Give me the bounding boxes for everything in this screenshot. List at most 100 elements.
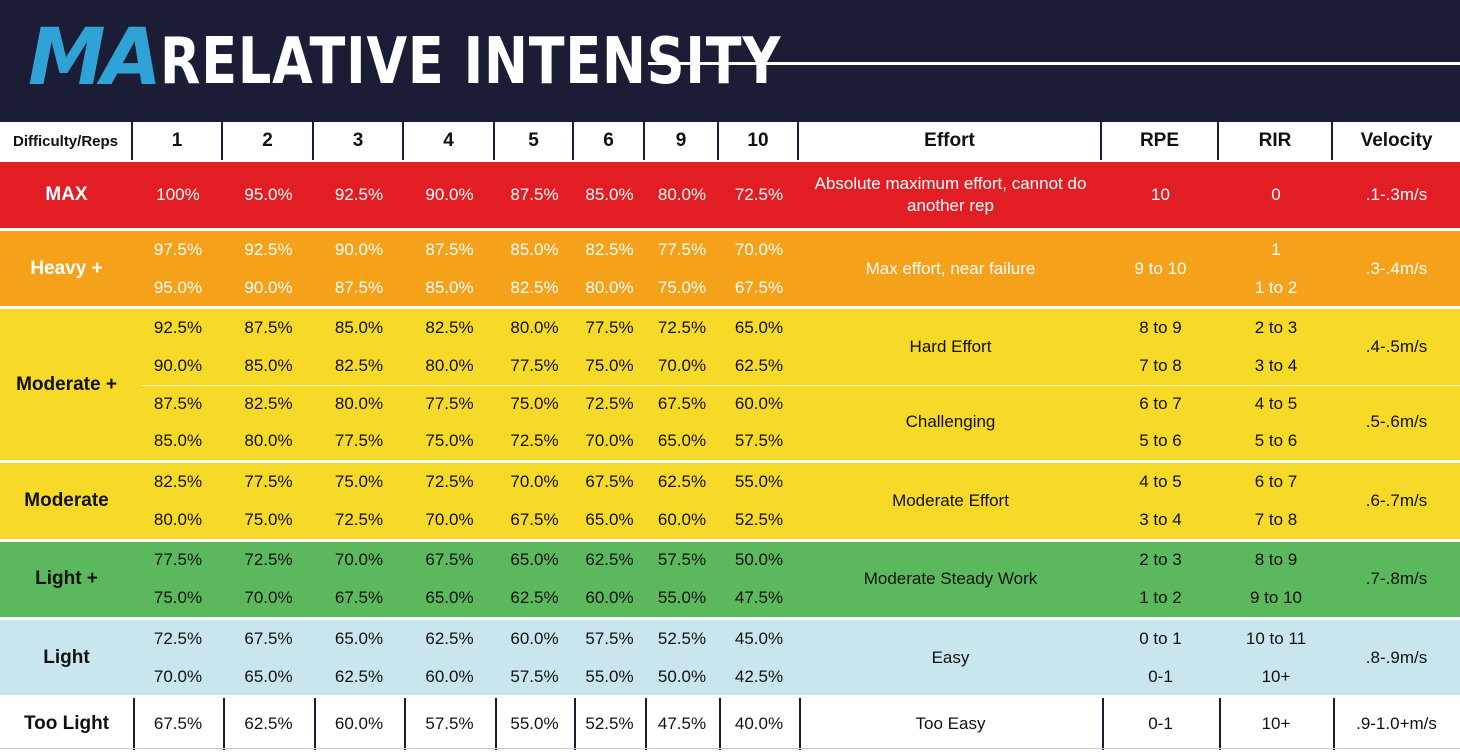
cell-divider bbox=[1102, 698, 1104, 751]
percent-value: 90.0% bbox=[244, 277, 293, 297]
cell-divider bbox=[223, 698, 225, 751]
rir-value: 10+ bbox=[1261, 666, 1291, 686]
percent-value: 72.5% bbox=[657, 318, 707, 338]
percent-value: 87.5% bbox=[153, 393, 203, 413]
percent-value: 80.0% bbox=[585, 277, 634, 297]
percent-value: 80.0% bbox=[153, 509, 203, 529]
cell-divider bbox=[495, 698, 497, 751]
percent-value: 82.5% bbox=[334, 355, 384, 375]
percent-value: 67.5% bbox=[657, 393, 707, 413]
title-divider bbox=[648, 62, 1460, 65]
percent-value: 77.5% bbox=[585, 318, 634, 338]
percent-value: 90.0% bbox=[334, 239, 384, 259]
velocity-value: .8-.9m/s bbox=[1365, 647, 1428, 667]
percent-value: 60.0% bbox=[585, 588, 634, 608]
percent-value: 80.0% bbox=[657, 185, 707, 204]
effort-text: Hard Effort bbox=[909, 337, 992, 357]
percent-value: 75.0% bbox=[510, 393, 559, 413]
percent-value: 55.0% bbox=[585, 666, 634, 686]
cell-divider bbox=[719, 698, 721, 751]
percent-value: 55.0% bbox=[657, 588, 707, 608]
rpe-value: 8 to 9 bbox=[1139, 318, 1182, 338]
percent-value: 75.0% bbox=[585, 355, 634, 375]
rpe-value: 5 to 6 bbox=[1139, 431, 1182, 451]
ma-logo: MA bbox=[28, 13, 162, 103]
band-moderate- bbox=[0, 309, 1460, 461]
percent-value: 77.5% bbox=[510, 355, 559, 375]
cell-divider bbox=[133, 698, 135, 751]
column-header-6: 6 bbox=[574, 122, 645, 160]
rpe-value: 10 bbox=[1151, 185, 1170, 204]
percent-value: 47.5% bbox=[657, 714, 707, 734]
percent-value: 87.5% bbox=[425, 239, 474, 259]
percent-value: 80.0% bbox=[244, 431, 293, 451]
percent-value: 50.0% bbox=[734, 550, 784, 570]
velocity-value: .3-.4m/s bbox=[1365, 258, 1428, 278]
band-max bbox=[0, 162, 1460, 228]
percent-value: 50.0% bbox=[657, 666, 707, 686]
percent-value: 60.0% bbox=[334, 714, 384, 734]
column-header-1: 1 bbox=[133, 122, 223, 160]
percent-value: 62.5% bbox=[510, 588, 559, 608]
cell-divider bbox=[574, 698, 576, 751]
percent-value: 65.0% bbox=[334, 628, 384, 648]
column-header-10: RPE bbox=[1102, 122, 1219, 160]
percent-value: 72.5% bbox=[585, 393, 634, 413]
rir-value: 4 to 5 bbox=[1254, 393, 1298, 413]
percent-value: 75.0% bbox=[334, 472, 384, 492]
rir-value: 7 to 8 bbox=[1254, 509, 1298, 529]
rir-value: 9 to 10 bbox=[1250, 588, 1302, 608]
percent-value: 85.0% bbox=[585, 185, 634, 204]
percent-value: 97.5% bbox=[153, 239, 203, 259]
percent-value: 92.5% bbox=[153, 318, 203, 338]
rpe-value: 4 to 5 bbox=[1139, 472, 1182, 492]
percent-value: 70.0% bbox=[510, 472, 559, 492]
percent-value: 70.0% bbox=[244, 588, 293, 608]
effort-text: Easy bbox=[931, 647, 970, 667]
column-header-11: RIR bbox=[1219, 122, 1333, 160]
percent-value: 75.0% bbox=[425, 431, 474, 451]
cell-divider bbox=[404, 698, 406, 751]
percent-value: 55.0% bbox=[734, 472, 784, 492]
percent-value: 85.0% bbox=[244, 355, 293, 375]
percent-value: 67.5% bbox=[734, 277, 784, 297]
rpe-value: 0 to 1 bbox=[1139, 628, 1182, 648]
column-header-5: 5 bbox=[495, 122, 574, 160]
percent-value: 90.0% bbox=[153, 355, 203, 375]
percent-value: 77.5% bbox=[153, 550, 203, 570]
rir-value: 1 bbox=[1271, 239, 1281, 259]
cell-divider bbox=[645, 698, 647, 751]
percent-value: 70.0% bbox=[425, 509, 474, 529]
percent-value: 40.0% bbox=[734, 714, 784, 734]
percent-value: 85.0% bbox=[153, 431, 203, 451]
rir-value: 8 to 9 bbox=[1254, 550, 1298, 570]
effort-text: Moderate Steady Work bbox=[863, 569, 1038, 589]
percent-value: 62.5% bbox=[334, 666, 384, 686]
rpe-value: 1 to 2 bbox=[1139, 588, 1182, 608]
difficulty-label: MAX bbox=[45, 184, 88, 205]
cell-divider bbox=[314, 698, 316, 751]
percent-value: 57.5% bbox=[585, 628, 634, 648]
group-divider bbox=[141, 384, 1460, 386]
percent-value: 80.0% bbox=[510, 318, 559, 338]
percent-value: 87.5% bbox=[510, 185, 559, 204]
rir-value: 1 to 2 bbox=[1254, 277, 1298, 297]
percent-value: 45.0% bbox=[734, 628, 784, 648]
percent-value: 52.5% bbox=[657, 628, 707, 648]
percent-value: 92.5% bbox=[244, 239, 293, 259]
band-light bbox=[0, 620, 1460, 696]
percent-value: 82.5% bbox=[244, 393, 293, 413]
column-header-4: 4 bbox=[404, 122, 495, 160]
percent-value: 52.5% bbox=[734, 509, 784, 529]
percent-value: 95.0% bbox=[244, 185, 293, 204]
percent-value: 62.5% bbox=[425, 628, 474, 648]
band-moderate bbox=[0, 463, 1460, 539]
percent-value: 62.5% bbox=[244, 714, 293, 734]
percent-value: 77.5% bbox=[334, 431, 384, 451]
cell-divider bbox=[1219, 698, 1221, 751]
percent-value: 60.0% bbox=[510, 628, 559, 648]
column-header-12: Velocity bbox=[1333, 122, 1460, 160]
percent-value: 70.0% bbox=[334, 550, 384, 570]
percent-value: 75.0% bbox=[153, 588, 203, 608]
percent-value: 65.0% bbox=[425, 588, 474, 608]
